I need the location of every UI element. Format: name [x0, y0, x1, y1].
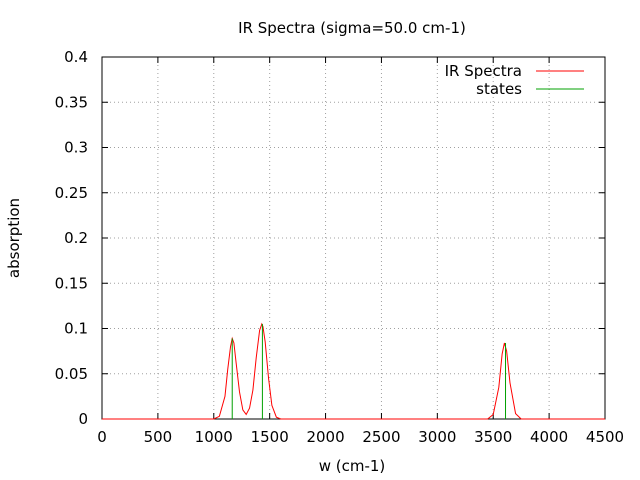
y-axis-ticks: 0 0.05 0.1 0.15 0.2 0.25 0.3 0.35 0.4 — [55, 48, 605, 428]
series-line-ir-spectra — [102, 322, 605, 420]
chart-title: IR Spectra (sigma=50.0 cm-1) — [238, 19, 466, 37]
x-tick-label: 2500 — [362, 428, 400, 446]
y-tick-label: 0 — [78, 410, 88, 428]
x-tick-label: 0 — [97, 428, 107, 446]
x-tick-label: 2000 — [306, 428, 344, 446]
x-axis-label: w (cm-1) — [319, 457, 386, 475]
y-tick-label: 0.15 — [55, 274, 88, 292]
y-tick-label: 0.1 — [64, 320, 88, 338]
x-tick-label: 1500 — [251, 428, 289, 446]
x-tick-label: 3500 — [474, 428, 512, 446]
legend-label: states — [476, 80, 522, 98]
x-axis-ticks: 0 500 1000 1500 2000 2500 3000 3500 4000 4500 — [97, 57, 624, 446]
x-tick-label: 500 — [144, 428, 173, 446]
y-tick-label: 0.2 — [64, 229, 88, 247]
y-tick-label: 0.4 — [64, 48, 88, 66]
x-tick-label: 3000 — [418, 428, 456, 446]
y-tick-label: 0.05 — [55, 365, 88, 383]
y-tick-label: 0.25 — [55, 184, 88, 202]
y-axis-label: absorption — [5, 198, 23, 278]
series-layer — [102, 322, 605, 420]
x-tick-label: 4500 — [586, 428, 624, 446]
plot-frame — [101, 56, 606, 420]
grid-lines — [102, 57, 605, 419]
y-tick-label: 0.35 — [55, 93, 88, 111]
x-tick-label: 4000 — [530, 428, 568, 446]
y-tick-label: 0.3 — [64, 139, 88, 157]
x-tick-label: 1000 — [195, 428, 233, 446]
legend-label: IR Spectra — [445, 62, 522, 80]
